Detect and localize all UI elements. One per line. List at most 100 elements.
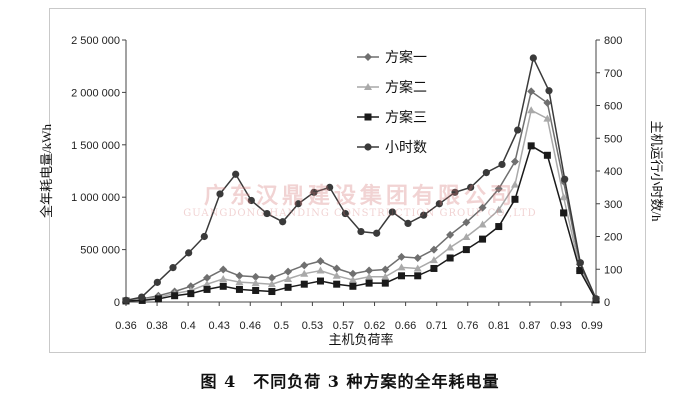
series-2-point [510, 180, 519, 188]
series-3-point [430, 264, 438, 272]
series-2-point [300, 269, 309, 277]
series-3-point [543, 151, 551, 159]
x-tick-label: 0.62 [364, 320, 385, 332]
series-4-point [514, 126, 522, 134]
series-1-point [284, 267, 293, 276]
series-1-point [462, 218, 471, 227]
series-3-point [560, 209, 568, 217]
series-3-point [462, 246, 470, 254]
series-3-point [300, 280, 308, 288]
y-tick-label-right: 700 [604, 68, 622, 80]
series-2-point [348, 275, 357, 283]
series-2-point [284, 274, 293, 282]
series-3-point [252, 286, 260, 294]
series-2-point [543, 114, 552, 122]
series-3-point [495, 223, 503, 231]
x-tick-label: 0.81 [488, 320, 509, 332]
series-4-point [247, 196, 255, 205]
series-3-point [349, 282, 357, 290]
series-1-point [381, 265, 390, 274]
series-4-point [216, 190, 224, 198]
series-2-point [397, 263, 406, 271]
x-tick-label: 0.71 [426, 320, 447, 332]
x-tick-label: 0.76 [457, 320, 478, 332]
x-tick-label: 0.66 [395, 320, 416, 332]
series-3-point [187, 290, 195, 298]
series-1-point [413, 253, 422, 262]
series-2-point [316, 266, 325, 274]
series-1-point [332, 264, 341, 273]
y-tick-label-right: 600 [604, 101, 622, 113]
series-3-point [446, 254, 454, 262]
series-1-point [300, 261, 309, 270]
series-4-point [357, 227, 365, 236]
series-2-point [413, 264, 422, 272]
series-4-point [404, 219, 412, 227]
x-tick-label: 0.5 [274, 320, 289, 332]
series-3-point [333, 280, 341, 288]
series-4-point [592, 295, 600, 303]
series-3-point [219, 282, 227, 290]
series-1-point [203, 273, 212, 282]
series-4-point [482, 169, 490, 177]
series-3-point [414, 272, 422, 280]
series-3-point [365, 279, 373, 287]
x-tick-label: 0.93 [550, 320, 571, 332]
series-4-point [388, 208, 396, 216]
legend-marker-2 [364, 83, 372, 90]
series-1-point [348, 269, 357, 278]
x-tick-label: 0.99 [581, 320, 602, 332]
y-tick-label-left: 1 500 000 [71, 140, 120, 152]
series-2-point [381, 272, 390, 280]
x-tick-label: 0.38 [146, 320, 167, 332]
series-4-point [451, 188, 459, 196]
series-1-point [316, 257, 325, 266]
series-3-point [284, 283, 292, 291]
series-3-point [576, 267, 584, 275]
series-2-point [332, 271, 341, 279]
series-4-point [232, 170, 240, 178]
series-1-point [267, 273, 276, 282]
series-2-point [527, 106, 536, 114]
series-line-1 [125, 90, 597, 301]
y-tick-label-left: 2 500 000 [71, 35, 120, 47]
series-2-point [365, 272, 374, 280]
series-1-point [219, 265, 228, 274]
legend-label-4: 小时数 [385, 140, 427, 156]
series-4-point [294, 200, 302, 208]
y-tick-label-right: 200 [604, 232, 622, 244]
series-4-point [435, 200, 443, 208]
series-3-point [203, 285, 211, 293]
series-4-point [529, 54, 537, 62]
x-tick-label: 0.36 [115, 320, 136, 332]
series-4-point [138, 293, 146, 301]
series-4-point [310, 188, 318, 196]
series-2-point [462, 233, 471, 241]
series-1-point [510, 157, 519, 166]
series-3-point [316, 277, 324, 285]
series-4-point [498, 160, 506, 169]
series-3-point [171, 292, 179, 300]
series-1-point [446, 230, 455, 239]
series-3-point [235, 285, 243, 293]
figure-caption: 图 4 不同负荷 3 种方案的全年耗电量 [200, 372, 500, 391]
series-3-point [398, 272, 406, 280]
legend-label-3: 方案三 [385, 109, 427, 126]
y-tick-label-left: 2 000 000 [71, 87, 120, 99]
y-tick-label-left: 1 000 000 [71, 192, 120, 204]
series-4-point [420, 211, 428, 219]
x-tick-label: 0.57 [333, 320, 354, 332]
y-axis-title-right: 主机运行小时数/h [649, 120, 664, 222]
series-4-point [467, 183, 475, 191]
y-tick-label-right: 800 [604, 35, 622, 47]
y-tick-label-right: 300 [604, 199, 622, 211]
chart-frame [49, 8, 646, 353]
series-2-point [267, 280, 276, 288]
x-tick-label: 0.53 [302, 320, 323, 332]
x-tick-label: 0.46 [240, 320, 261, 332]
series-4-point [326, 183, 334, 191]
y-tick-label-right: 0 [604, 297, 610, 309]
chart-svg: 0 500 000 1 000 000 1 500 000 2 000 000 2 500… [39, 35, 664, 347]
y-tick-label-right: 100 [604, 264, 622, 276]
series-4-point [373, 229, 381, 237]
